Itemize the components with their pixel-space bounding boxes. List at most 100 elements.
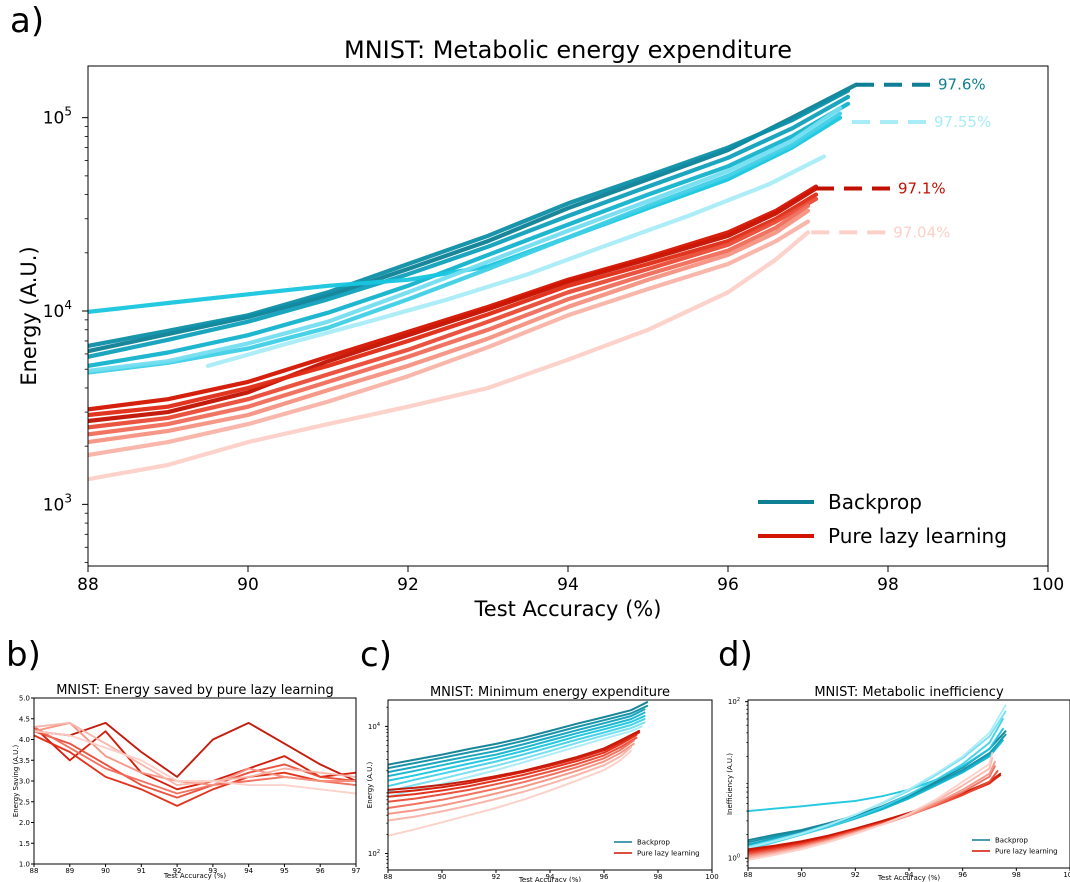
series-line-lazy	[88, 186, 819, 424]
y-tick-label: 3.5	[19, 757, 30, 765]
series-line-lazy	[88, 219, 811, 458]
x-tick-label: 96	[316, 867, 325, 875]
x-tick-label: 100	[1032, 575, 1064, 595]
chart-title: MNIST: Metabolic energy expenditure	[344, 36, 792, 64]
x-tick-label: 94	[557, 575, 579, 595]
x-tick-label: 88	[30, 867, 39, 875]
x-tick-label: 94	[905, 871, 914, 879]
panel-letter-b: b)	[6, 635, 41, 675]
y-tick-label: 102	[728, 697, 740, 706]
y-tick-label: 1.5	[19, 840, 30, 848]
series-group	[388, 701, 649, 837]
x-tick-label: 98	[877, 575, 899, 595]
series-line-lazy	[748, 772, 1002, 851]
x-tick-label: 91	[137, 867, 146, 875]
y-tick-label: 104	[43, 298, 72, 322]
y-tick-label: 105	[43, 105, 72, 129]
series-line-lazy	[388, 742, 635, 815]
x-tick-label: 92	[851, 871, 860, 879]
y-tick-label: 103	[43, 491, 72, 515]
series-line-backprop	[748, 727, 1004, 813]
series-line-backprop	[388, 715, 646, 782]
x-tick-label: 96	[717, 575, 739, 595]
x-tick-label: 94	[244, 867, 253, 875]
series-line-backprop	[88, 115, 843, 314]
series-line-lazy	[88, 196, 819, 430]
series-line-lazy	[388, 734, 638, 798]
y-tick-label: 104	[368, 722, 380, 731]
series-line-backprop	[88, 105, 843, 373]
x-tick-label: 88	[384, 873, 393, 881]
x-axis-label: Test Accuracy (%)	[163, 872, 227, 880]
x-axis-label: Test Accuracy (%)	[877, 874, 941, 882]
x-tick-label: 88	[77, 575, 99, 595]
series-line-lazy	[34, 730, 356, 795]
x-tick-label: 98	[1012, 871, 1021, 879]
series-group	[88, 82, 859, 482]
panel-c-minimum-energy-chart: MNIST: Minimum energy expenditure 88 90 92 9…	[366, 685, 719, 882]
panel-letter-d: d)	[718, 635, 753, 675]
chart-title: MNIST: Minimum energy expenditure	[430, 685, 670, 700]
panel-letter-c: c)	[360, 635, 392, 675]
legend-label-backprop: Backprop	[995, 837, 1028, 845]
x-tick-label: 92	[492, 873, 501, 881]
series-line-backprop	[388, 718, 646, 788]
series-line-lazy	[34, 721, 356, 787]
y-tick-label: 3.0	[19, 778, 30, 786]
series-line-lazy	[88, 203, 811, 437]
x-tick-label: 100	[705, 873, 718, 881]
series-line-lazy	[88, 184, 819, 412]
chart-title: MNIST: Energy saved by pure lazy learnin…	[56, 683, 334, 698]
panel-d-metabolic-inefficiency-chart: MNIST: Metabolic inefficiency 88 90 92 94 96 9…	[726, 685, 1070, 882]
y-tick-label: 102	[368, 849, 380, 858]
series-line-lazy	[388, 746, 632, 822]
y-tick-label: 2.5	[19, 798, 30, 806]
y-tick-label: 100	[728, 854, 740, 863]
final-accuracy-label: 97.1%	[898, 180, 946, 198]
series-line-backprop	[748, 704, 1007, 849]
y-axis-label: Inefficiency (A.U.)	[726, 753, 734, 815]
x-tick-label: 88	[744, 871, 753, 879]
y-axis-label: Energy (A.U.)	[366, 762, 374, 809]
y-tick-label: 2.0	[19, 819, 30, 827]
x-tick-label: 96	[958, 871, 967, 879]
x-tick-label: 94	[546, 873, 555, 881]
y-tick-label: 5.0	[19, 695, 30, 703]
series-line-lazy	[88, 208, 811, 445]
final-accuracy-label: 97.04%	[893, 223, 950, 241]
y-tick-label: 4.5	[19, 715, 30, 723]
x-tick-label: 100	[1063, 871, 1070, 879]
panel-b-energy-saved-chart: MNIST: Energy saved by pure lazy learnin…	[12, 683, 360, 880]
series-line-lazy	[88, 230, 811, 482]
series-line-lazy	[388, 736, 638, 803]
series-line-lazy	[748, 752, 994, 861]
x-axis-label: Test Accuracy (%)	[474, 597, 662, 621]
series-line-backprop	[388, 701, 649, 766]
x-tick-label: 93	[208, 867, 217, 875]
series-group	[748, 704, 1007, 861]
x-tick-label: 89	[65, 867, 74, 875]
x-tick-label: 92	[173, 867, 182, 875]
series-line-backprop	[88, 88, 851, 348]
final-accuracy-label: 97.6%	[938, 76, 986, 94]
x-axis-label: Test Accuracy (%)	[518, 876, 582, 882]
chart-title: MNIST: Metabolic inefficiency	[814, 685, 1004, 700]
series-line-backprop	[88, 111, 843, 375]
series-line-lazy	[88, 192, 819, 418]
panel-letter-a: a)	[10, 1, 44, 41]
final-accuracy-label: 97.55%	[934, 113, 991, 131]
series-line-backprop	[205, 154, 827, 368]
x-tick-label: 92	[397, 575, 419, 595]
series-line-lazy	[388, 731, 641, 794]
y-axis-label: Energy Saving (A.U.)	[12, 745, 20, 818]
legend-label-backprop: Backprop	[637, 839, 670, 847]
legend-label-lazy: Pure lazy learning	[828, 524, 1007, 548]
series-group	[34, 721, 356, 807]
y-tick-label: 4.0	[19, 736, 30, 744]
series-line-lazy	[34, 726, 356, 791]
x-tick-label: 90	[101, 867, 110, 875]
series-line-lazy	[388, 739, 635, 809]
x-tick-label: 90	[438, 873, 447, 881]
series-line-backprop	[88, 101, 851, 368]
